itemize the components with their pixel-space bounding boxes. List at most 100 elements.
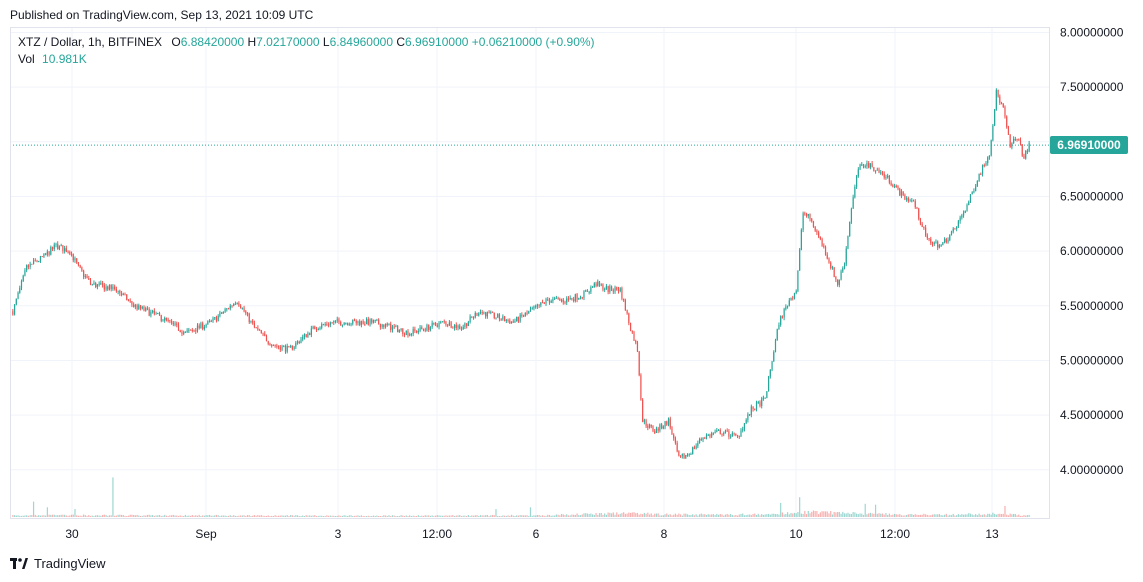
volume-bar: [581, 514, 583, 517]
volume-bar: [34, 514, 36, 517]
candle-body: [29, 263, 31, 267]
volume-bar: [462, 515, 464, 517]
volume-bar: [528, 515, 530, 517]
candle-body: [878, 169, 880, 173]
candle-body: [403, 333, 406, 335]
volume-bar: [906, 514, 908, 517]
candle-body: [217, 315, 219, 321]
volume-bar: [152, 515, 154, 517]
volume-bar: [27, 515, 29, 517]
volume-bar: [488, 516, 490, 517]
volume-bar: [409, 515, 411, 517]
tradingview-brand[interactable]: TradingView: [10, 556, 106, 571]
volume-bar: [962, 514, 965, 517]
volume-bar: [928, 515, 930, 517]
candle-body: [862, 164, 865, 167]
candle-body: [685, 455, 687, 458]
candle-body: [995, 89, 997, 110]
volume-bar: [512, 515, 514, 517]
candle-body: [935, 241, 937, 243]
candle-body: [70, 254, 73, 256]
vol-label[interactable]: Vol: [18, 52, 35, 66]
candle-body: [488, 311, 490, 313]
candle-body: [227, 308, 230, 310]
volume-bar: [19, 515, 21, 517]
candle-body: [17, 292, 19, 299]
candle-body: [543, 302, 545, 304]
volume-bar: [64, 514, 66, 517]
volume-bar: [742, 513, 744, 517]
candle-body: [422, 329, 425, 331]
volume-bar: [685, 513, 687, 517]
volume-bar: [524, 515, 526, 517]
volume-bar: [434, 515, 437, 517]
tradingview-brand-label: TradingView: [34, 556, 106, 571]
volume-bar: [403, 516, 406, 517]
candle-body: [950, 231, 953, 236]
candle-body: [579, 297, 582, 299]
volume-bar: [778, 514, 780, 517]
candle-body: [434, 323, 437, 326]
volume-bar: [231, 515, 233, 517]
candle-body: [12, 311, 14, 315]
candle-body: [69, 251, 71, 255]
volume-bar: [823, 511, 825, 517]
candle-body: [136, 305, 138, 310]
candle-body: [405, 330, 407, 335]
volume-bar: [293, 515, 295, 517]
candle-body: [350, 323, 352, 325]
candle-body: [707, 434, 709, 436]
volume-bar: [222, 515, 224, 517]
volume-bar: [58, 515, 61, 517]
candle-body: [258, 329, 261, 331]
candle-body: [471, 316, 473, 318]
candle-body: [202, 323, 204, 329]
candle-body: [462, 326, 464, 330]
candle-body: [369, 319, 371, 325]
candle-body: [945, 239, 947, 243]
candle-body: [283, 346, 285, 348]
volume-bar: [198, 514, 200, 517]
volume-bar: [383, 515, 385, 517]
chart-grid: [10, 27, 1050, 519]
candle-body: [574, 294, 576, 301]
volume-bar: [103, 514, 105, 517]
candle-body: [667, 418, 670, 425]
volume-bar: [514, 515, 516, 517]
candle-body: [597, 281, 599, 287]
time-axis[interactable]: 30 Sep 3 12:00 6 8 10 12:00 13: [65, 527, 999, 541]
volume-bar: [721, 514, 723, 517]
volume-bar: [698, 514, 701, 517]
volume-bar: [183, 516, 185, 517]
candle-body: [165, 317, 168, 320]
volume-bar: [217, 515, 219, 517]
volume-bar: [459, 515, 461, 517]
price-axis[interactable]: 8.000000007.500000007.000000006.50000000…: [1060, 25, 1124, 476]
candle-body: [535, 306, 537, 308]
volume-bar: [711, 514, 713, 517]
volume-bar: [260, 515, 262, 517]
candle-body: [1006, 116, 1008, 128]
volume-bar: [485, 515, 487, 517]
volume-bar: [952, 513, 954, 517]
candle-body: [529, 309, 532, 312]
symbol-label[interactable]: XTZ / Dollar, 1h, BITFINEX: [18, 35, 163, 49]
candle-body: [633, 332, 635, 341]
candle-body: [324, 324, 326, 326]
volume-bar: [645, 513, 647, 517]
candle-body: [371, 319, 373, 323]
volume-bar: [907, 514, 909, 517]
candle-body: [1013, 138, 1015, 144]
volume-bar: [1026, 515, 1029, 517]
volume-bar: [464, 515, 466, 517]
candle-body: [395, 325, 397, 327]
candle-body: [688, 454, 690, 456]
volume-bar: [981, 514, 984, 517]
candle-body: [679, 455, 682, 457]
candle-body: [291, 345, 293, 350]
volume-bar: [191, 515, 193, 517]
volume-bar: [397, 516, 399, 517]
volume-bar: [264, 515, 266, 517]
volume-bar: [290, 515, 292, 517]
